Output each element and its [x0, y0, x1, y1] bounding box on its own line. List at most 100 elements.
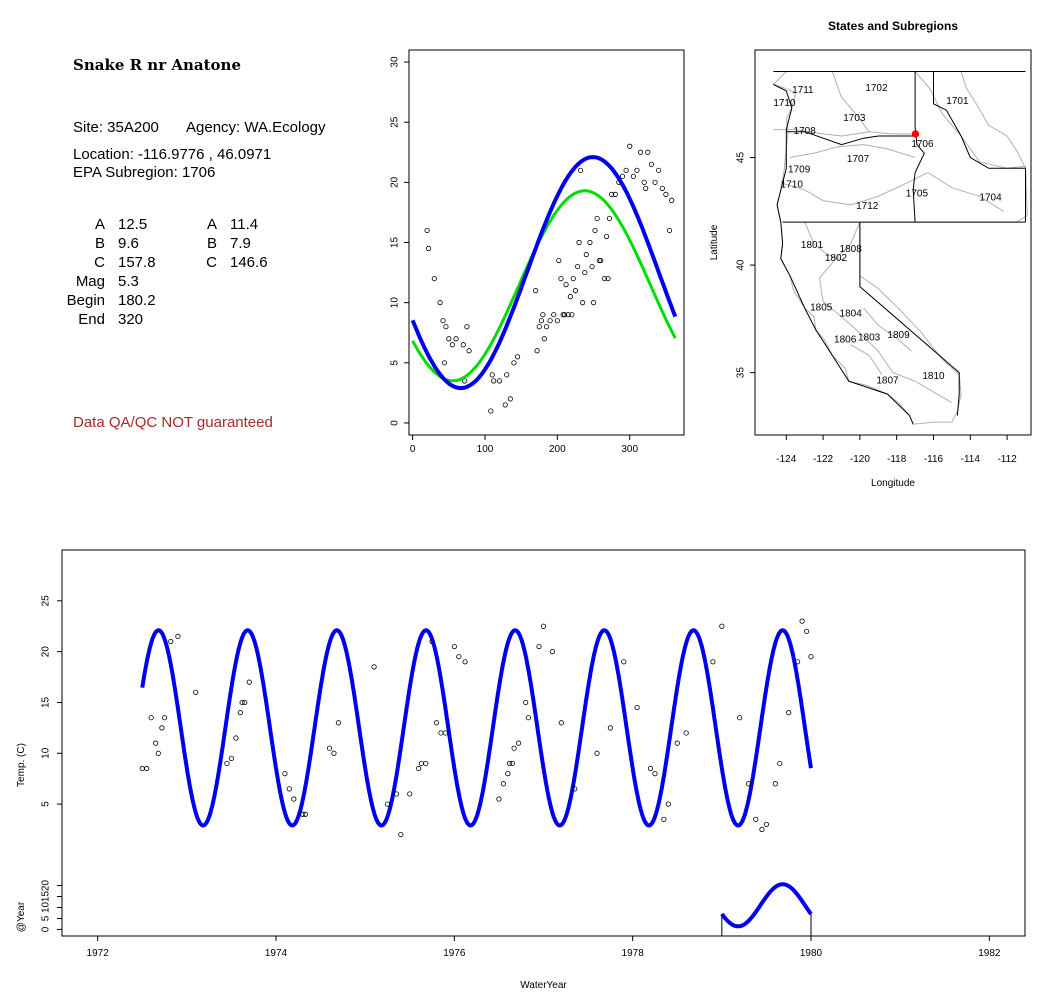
x-tick-label: 1974 — [265, 948, 288, 959]
param-row: Mag 5.3 — [45, 273, 178, 291]
data-point — [451, 643, 457, 650]
data-point — [237, 710, 243, 716]
data-point — [669, 197, 675, 203]
data-point — [502, 402, 508, 408]
data-point — [643, 185, 649, 191]
data-point — [453, 336, 459, 342]
data-point — [772, 781, 778, 787]
subregion-boundary — [927, 172, 1004, 212]
subregion-label: 1711 — [792, 85, 814, 96]
data-point — [666, 227, 673, 234]
data-point — [159, 725, 165, 731]
data-point — [641, 179, 647, 185]
data-point — [533, 288, 539, 294]
seasonal-scatter-chart: 0 100 200 300 0 5 10 15 20 25 30 — [390, 49, 685, 455]
y-tick-label: 5 — [41, 801, 52, 807]
data-point — [576, 239, 582, 246]
data-point — [161, 715, 168, 721]
x-tick-label: 1972 — [87, 948, 110, 959]
param-row: A 11.4 — [157, 216, 290, 234]
data-point — [515, 740, 522, 746]
params-right: A 11.4 B 7.9 C 146.6 — [157, 216, 290, 272]
data-point — [538, 318, 545, 324]
subregion-label: 1710 — [781, 180, 804, 191]
x-axis-label: Longitude — [871, 478, 915, 489]
inset-y-tick-label: 10 — [41, 901, 52, 913]
fit-curve-green — [411, 189, 677, 383]
data-point — [710, 659, 716, 665]
data-point — [155, 750, 161, 756]
param-label: End — [78, 311, 105, 328]
data-point — [496, 378, 503, 384]
param-value: 320 — [118, 311, 144, 328]
param-value: 11.4 — [230, 216, 259, 233]
param-row: B 9.6 — [45, 235, 178, 253]
subregion-label: 1802 — [825, 253, 848, 264]
data-point — [466, 348, 472, 354]
data-point — [612, 191, 618, 197]
param-label: B — [206, 235, 217, 252]
subregion-label: 1805 — [810, 302, 833, 313]
param-label: B — [94, 235, 105, 252]
subregion-map: States and Subregions -124 -122 -120 -118 -11… — [709, 19, 1032, 489]
data-point — [799, 618, 805, 624]
subregion-boundary — [831, 71, 870, 132]
param-label: A — [94, 216, 105, 233]
subregion-label: 1806 — [834, 335, 857, 346]
x-tick-label: 1976 — [443, 948, 466, 959]
data-point — [491, 378, 497, 384]
subregion-label: 1706 — [911, 139, 934, 150]
qa-note: Data QA/QC NOT guaranteed — [73, 414, 273, 431]
subregion-boundary — [863, 307, 912, 352]
subregion-boundary — [892, 372, 953, 404]
data-point — [592, 227, 598, 234]
data-point — [543, 324, 550, 330]
y-tick-label: 30 — [390, 56, 401, 68]
data-point — [627, 143, 633, 149]
data-point — [144, 765, 150, 772]
data-point — [511, 360, 517, 366]
x-tick-label: -112 — [997, 454, 1017, 465]
param-value: 7.9 — [230, 235, 251, 252]
param-label: A — [206, 216, 217, 233]
y-tick-label: 20 — [41, 646, 52, 658]
data-point — [582, 269, 588, 276]
data-point — [398, 831, 404, 838]
y-tick-label: 25 — [390, 116, 401, 128]
plot-frame — [61, 549, 1026, 937]
y-tick-label: 45 — [736, 152, 747, 164]
data-point — [442, 730, 449, 736]
data-point — [621, 659, 627, 665]
data-point — [440, 318, 446, 324]
y-tick-label: 10 — [390, 297, 401, 309]
param-value: 12.5 — [118, 216, 148, 233]
x-axis-label: WaterYear — [520, 980, 567, 991]
data-point — [652, 771, 658, 777]
subregion-label: 1709 — [788, 165, 811, 176]
subregion-label: 1701 — [946, 96, 969, 107]
x-tick-label: -114 — [961, 454, 981, 465]
data-point — [563, 282, 569, 288]
data-point — [605, 275, 611, 282]
data-point — [561, 312, 568, 318]
data-point — [193, 689, 199, 695]
data-point — [795, 659, 801, 665]
data-point — [808, 654, 814, 660]
data-point — [429, 638, 435, 645]
subregion-label: 1712 — [856, 201, 879, 212]
param-value: 5.3 — [118, 273, 139, 290]
y-tick-label: 15 — [41, 696, 52, 708]
subregion-label: 1705 — [906, 188, 929, 199]
param-label: Mag — [75, 273, 105, 290]
data-point — [623, 167, 629, 173]
data-point — [224, 760, 230, 767]
data-point — [441, 360, 448, 366]
state-boundary — [933, 71, 1026, 223]
data-point — [525, 715, 531, 721]
data-point — [596, 257, 602, 264]
param-value: 146.6 — [230, 254, 268, 271]
data-point — [652, 179, 658, 185]
subregion-boundary — [822, 301, 894, 373]
data-point — [683, 730, 689, 736]
state-boundary — [859, 222, 960, 416]
